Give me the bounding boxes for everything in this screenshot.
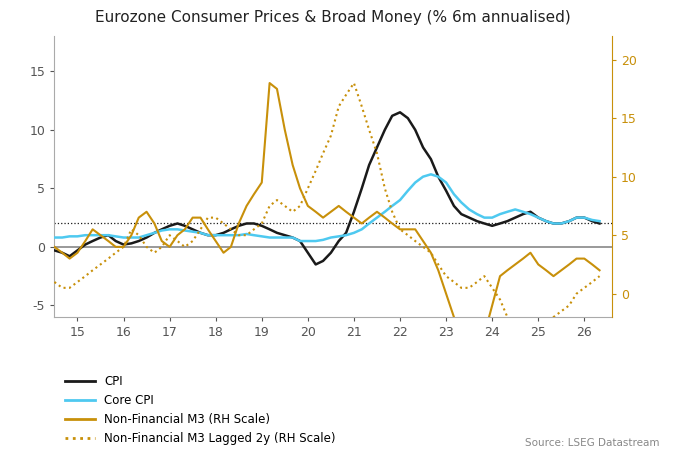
Legend: CPI, Core CPI, Non-Financial M3 (RH Scale), Non-Financial M3 Lagged 2y (RH Scale: CPI, Core CPI, Non-Financial M3 (RH Scal… — [61, 371, 340, 450]
Title: Eurozone Consumer Prices & Broad Money (% 6m annualised): Eurozone Consumer Prices & Broad Money (… — [95, 10, 571, 25]
Text: Source: LSEG Datastream: Source: LSEG Datastream — [525, 439, 660, 448]
